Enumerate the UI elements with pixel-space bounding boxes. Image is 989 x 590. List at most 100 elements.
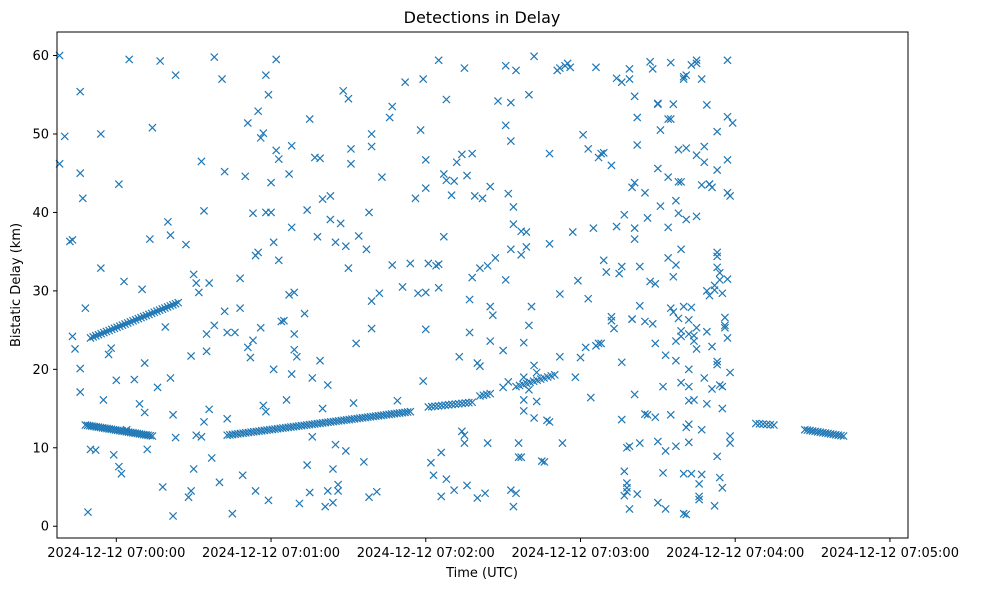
data-point: [488, 311, 497, 320]
data-point: [228, 509, 237, 518]
data-point: [630, 224, 639, 233]
data-point: [362, 245, 371, 254]
data-point: [687, 303, 696, 312]
data-point: [697, 180, 706, 190]
data-point: [635, 439, 644, 448]
data-point: [76, 87, 85, 96]
data-point: [334, 480, 343, 489]
data-point: [148, 123, 157, 132]
data-point: [139, 312, 148, 321]
data-point: [447, 191, 456, 200]
data-point: [171, 433, 180, 442]
data-point: [702, 399, 711, 408]
data-point: [147, 309, 156, 318]
data-point: [475, 264, 484, 273]
data-point: [130, 375, 139, 384]
data-point: [493, 97, 502, 106]
data-point: [486, 389, 495, 398]
data-point: [99, 328, 108, 337]
data-point: [723, 155, 732, 164]
data-point: [653, 437, 662, 446]
data-point: [259, 129, 268, 138]
data-point: [470, 191, 479, 200]
data-point: [656, 202, 665, 211]
data-point: [274, 256, 283, 265]
data-point: [468, 398, 477, 407]
data-point: [718, 382, 727, 391]
data-point: [692, 344, 701, 353]
data-point: [684, 365, 693, 374]
data-point: [666, 58, 675, 67]
data-point: [519, 338, 528, 347]
data-point: [91, 331, 100, 340]
data-point: [697, 470, 706, 479]
data-point: [290, 288, 299, 297]
data-point: [630, 92, 639, 101]
data-point: [674, 314, 683, 323]
data-point: [648, 319, 657, 328]
data-point: [107, 344, 116, 353]
data-point: [617, 415, 626, 424]
data-point: [442, 475, 451, 484]
x-tick-label: 2024-12-12 07:05:00: [821, 546, 959, 561]
data-point: [506, 245, 515, 254]
data-point: [532, 368, 541, 377]
data-point: [664, 173, 673, 182]
data-point: [695, 492, 704, 501]
data-point: [441, 401, 450, 410]
data-point: [115, 322, 124, 331]
data-point: [537, 457, 546, 466]
data-point: [424, 402, 433, 412]
data-point: [336, 219, 345, 228]
data-point: [109, 450, 118, 459]
data-point: [679, 469, 688, 478]
data-point: [501, 121, 510, 130]
data-point: [238, 471, 247, 480]
data-point: [437, 401, 446, 410]
data-point: [158, 305, 167, 314]
data-point: [576, 353, 585, 362]
data-point: [692, 212, 701, 221]
x-tick-label: 2024-12-12 07:03:00: [511, 546, 649, 561]
data-point: [230, 328, 239, 337]
data-point: [684, 438, 693, 447]
data-point: [607, 312, 616, 321]
data-point: [134, 314, 143, 323]
y-tick-label: 0: [41, 520, 49, 535]
data-point: [766, 420, 775, 429]
data-point: [586, 393, 595, 402]
data-point: [287, 223, 296, 232]
data-point: [519, 406, 528, 415]
data-point: [648, 64, 657, 73]
data-point: [192, 279, 201, 288]
data-point: [664, 253, 673, 262]
data-point: [713, 252, 722, 261]
data-point: [105, 326, 114, 335]
data-point: [558, 439, 567, 448]
data-point: [640, 317, 649, 326]
data-point: [579, 130, 588, 139]
data-point: [692, 59, 701, 68]
data-point: [620, 210, 629, 219]
data-point: [274, 155, 283, 164]
x-axis-label: Time (UTC): [445, 566, 518, 581]
data-point: [635, 262, 644, 271]
data-point: [640, 188, 649, 197]
data-point: [220, 307, 229, 316]
y-tick-label: 10: [32, 441, 49, 456]
data-point: [328, 464, 337, 473]
data-point: [671, 356, 680, 365]
data-point: [411, 194, 420, 203]
y-tick-label: 30: [32, 284, 49, 299]
data-point: [566, 63, 575, 72]
data-point: [223, 414, 232, 423]
data-point: [481, 489, 490, 498]
data-point: [597, 339, 606, 348]
data-point: [187, 486, 196, 495]
data-point: [160, 303, 169, 313]
x-tick-label: 2024-12-12 07:01:00: [202, 546, 340, 561]
data-point: [442, 176, 451, 185]
data-point: [426, 458, 435, 467]
data-point: [514, 439, 523, 448]
data-point: [305, 488, 314, 497]
